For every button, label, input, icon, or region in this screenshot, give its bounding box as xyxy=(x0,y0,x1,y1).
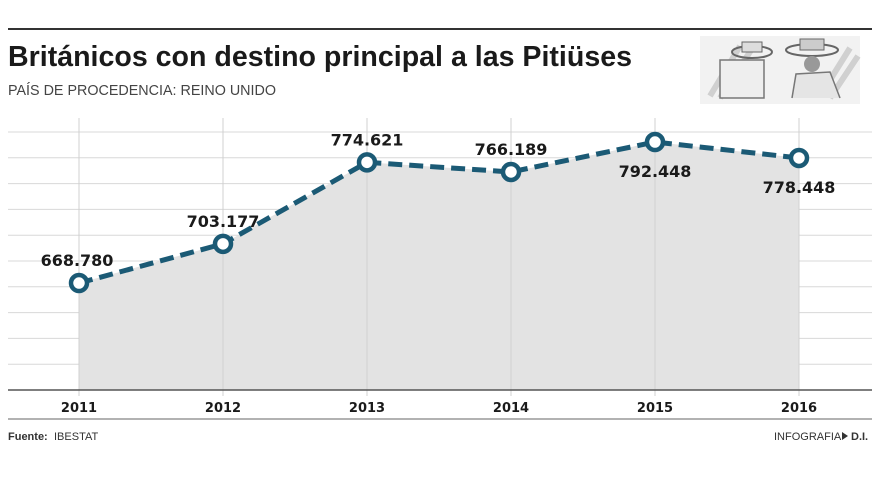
x-tick-label: 2016 xyxy=(781,401,817,416)
data-point xyxy=(644,131,666,153)
area-fill xyxy=(79,142,799,390)
data-point xyxy=(68,272,90,294)
data-point xyxy=(212,233,234,255)
data-point xyxy=(356,152,378,173)
data-label: 774.621 xyxy=(331,130,404,149)
credit-label: INFOGRAFIA xyxy=(774,431,842,443)
x-tick-label: 2013 xyxy=(349,401,385,416)
source-value: IBESTAT xyxy=(54,431,98,443)
data-label: 778.448 xyxy=(763,178,836,197)
x-tick-label: 2011 xyxy=(61,401,97,416)
data-label: 792.448 xyxy=(619,162,692,181)
data-label: 668.780 xyxy=(41,251,114,270)
triangle-right-icon xyxy=(842,432,848,440)
x-tick-label: 2015 xyxy=(637,401,673,416)
series-line xyxy=(78,139,800,286)
chart-title: Británicos con destino principal a las P… xyxy=(8,41,632,73)
source-label: Fuente: xyxy=(8,431,48,443)
chart-subtitle: PAÍS DE PROCEDENCIA: REINO UNIDO xyxy=(8,82,276,99)
x-tick-label: 2014 xyxy=(493,401,529,416)
data-label: 703.177 xyxy=(187,212,260,231)
credit-value: D.I. xyxy=(851,431,868,443)
x-tick-label: 2012 xyxy=(205,401,241,416)
tourists-illustration xyxy=(700,36,861,104)
data-label: 766.189 xyxy=(475,140,548,159)
data-point xyxy=(788,147,810,169)
data-point xyxy=(500,161,522,183)
